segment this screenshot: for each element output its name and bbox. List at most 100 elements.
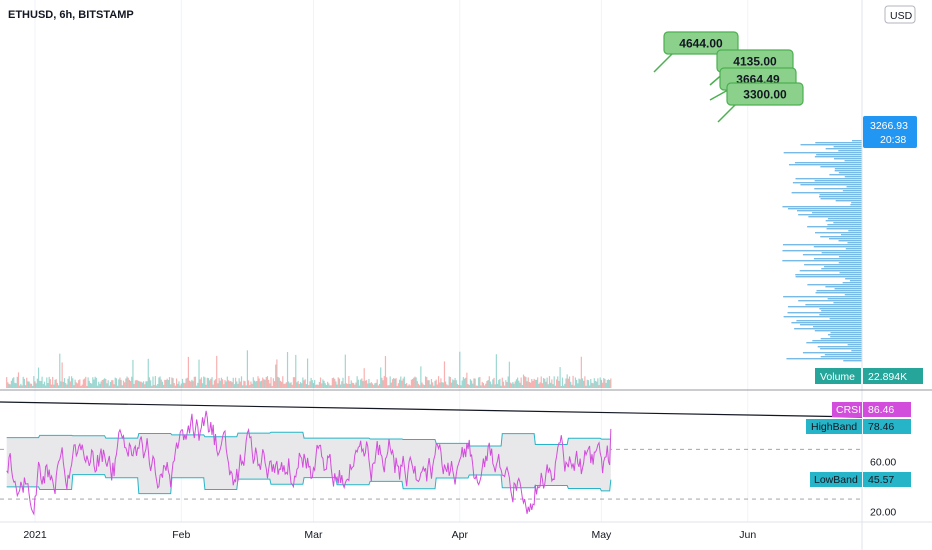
volume-bar [163, 384, 165, 388]
volume-bar [186, 377, 188, 388]
volume-bar [217, 383, 219, 388]
volume-profile-bar [817, 346, 862, 348]
volume-profile-bar [812, 212, 862, 214]
volume-bar [9, 384, 11, 388]
volume-bar [607, 379, 610, 388]
volume-bar [544, 378, 546, 388]
volume-bar [76, 383, 79, 388]
volume-bar [43, 381, 46, 388]
volume-bar [454, 377, 456, 388]
volume-bar [69, 381, 71, 388]
volume-bar [75, 382, 77, 388]
callout-label: 4644.00 [679, 37, 723, 51]
volume-bar [354, 384, 356, 388]
crsi-value: 86.46 [868, 404, 894, 416]
volume-bar [322, 379, 324, 388]
volume-bar [373, 385, 375, 388]
volume-bar [238, 378, 240, 388]
volume-bar [235, 377, 237, 388]
volume-bar [596, 381, 598, 388]
volume-bar [285, 382, 287, 388]
currency-button-frame[interactable] [884, 5, 916, 24]
price-axis[interactable]: 7000.002400.001800.001400.001100.00850.0… [815, 0, 923, 550]
callout-box[interactable] [726, 82, 804, 106]
callout-box[interactable] [663, 31, 739, 55]
volume-bar [314, 380, 316, 388]
volume-bar [124, 382, 126, 388]
volume-bar [59, 353, 61, 388]
last-price-value: 3266.93 [870, 120, 908, 132]
lowband-label-bg [810, 472, 862, 487]
volume-bar [148, 377, 151, 388]
volume-profile-bar [798, 300, 862, 302]
volume-profile-bar [820, 236, 862, 238]
volume-bar [555, 379, 558, 388]
highband-label: HighBand [811, 421, 857, 433]
volume-bar [317, 384, 319, 388]
volume-profile-bar [799, 270, 862, 272]
volume-bar [546, 377, 548, 388]
volume-bar [281, 381, 283, 388]
volume-bar [35, 383, 37, 388]
volume-bar [357, 379, 359, 388]
time-axis-ticks[interactable]: 2021 Feb Mar Apr May Jun [23, 529, 756, 541]
volume-bar [222, 379, 224, 388]
volume-bar [475, 385, 477, 388]
volume-bar [303, 380, 305, 388]
volume-profile-bar [807, 226, 862, 228]
volume-bar [599, 377, 601, 388]
volume-bar [308, 385, 310, 388]
volume-profile-bar [804, 264, 862, 266]
volume-bar [507, 376, 509, 388]
volume-bar [201, 383, 204, 388]
volume-bar [465, 377, 467, 388]
currency-button[interactable]: USD [884, 5, 916, 24]
volume-bar [324, 383, 326, 388]
volume-bar [463, 378, 466, 388]
volume-bar [537, 377, 539, 388]
callout-label: 3300.00 [743, 88, 787, 102]
volume-bar [387, 385, 389, 388]
volume-bar [295, 354, 297, 388]
volume-bar [580, 356, 582, 388]
volume-bar [586, 379, 588, 388]
volume-profile-bar [839, 272, 862, 274]
volume-bar [236, 381, 238, 388]
volume-bar [265, 377, 267, 388]
volume-bar [422, 384, 424, 388]
volume-bar [125, 378, 127, 388]
crsi-tick-label: 20.00 [870, 506, 896, 518]
volume-bar [428, 380, 430, 388]
volume-bar [108, 385, 110, 388]
volume-bar [113, 384, 115, 388]
volume-bar [132, 359, 134, 388]
volume-bar [40, 381, 42, 388]
volume-bar [489, 381, 492, 388]
volume-profile-bar [827, 298, 862, 300]
crsi-trend-line[interactable] [0, 401, 863, 418]
volume-bar [338, 378, 341, 388]
volume-bar [102, 379, 105, 388]
volume-bar [406, 382, 408, 388]
volume-bar [45, 385, 47, 388]
volume-profile-bar [844, 160, 862, 162]
volume-bar [420, 366, 422, 388]
volume-bar [192, 381, 194, 388]
volume-bar [458, 384, 460, 388]
volume-profile-bar [812, 340, 862, 342]
volume-bar [347, 383, 349, 388]
volume-profile-bar [802, 254, 862, 256]
volume-bar [469, 379, 472, 388]
volume-bar [104, 378, 106, 388]
volume-profile-bar [787, 306, 862, 308]
volume-bar [193, 376, 195, 388]
volume-bar [229, 381, 231, 388]
volume-profile-bar [833, 222, 862, 224]
volume-bar [109, 381, 112, 388]
volume-bar [289, 383, 291, 388]
volume-bar [270, 377, 272, 388]
